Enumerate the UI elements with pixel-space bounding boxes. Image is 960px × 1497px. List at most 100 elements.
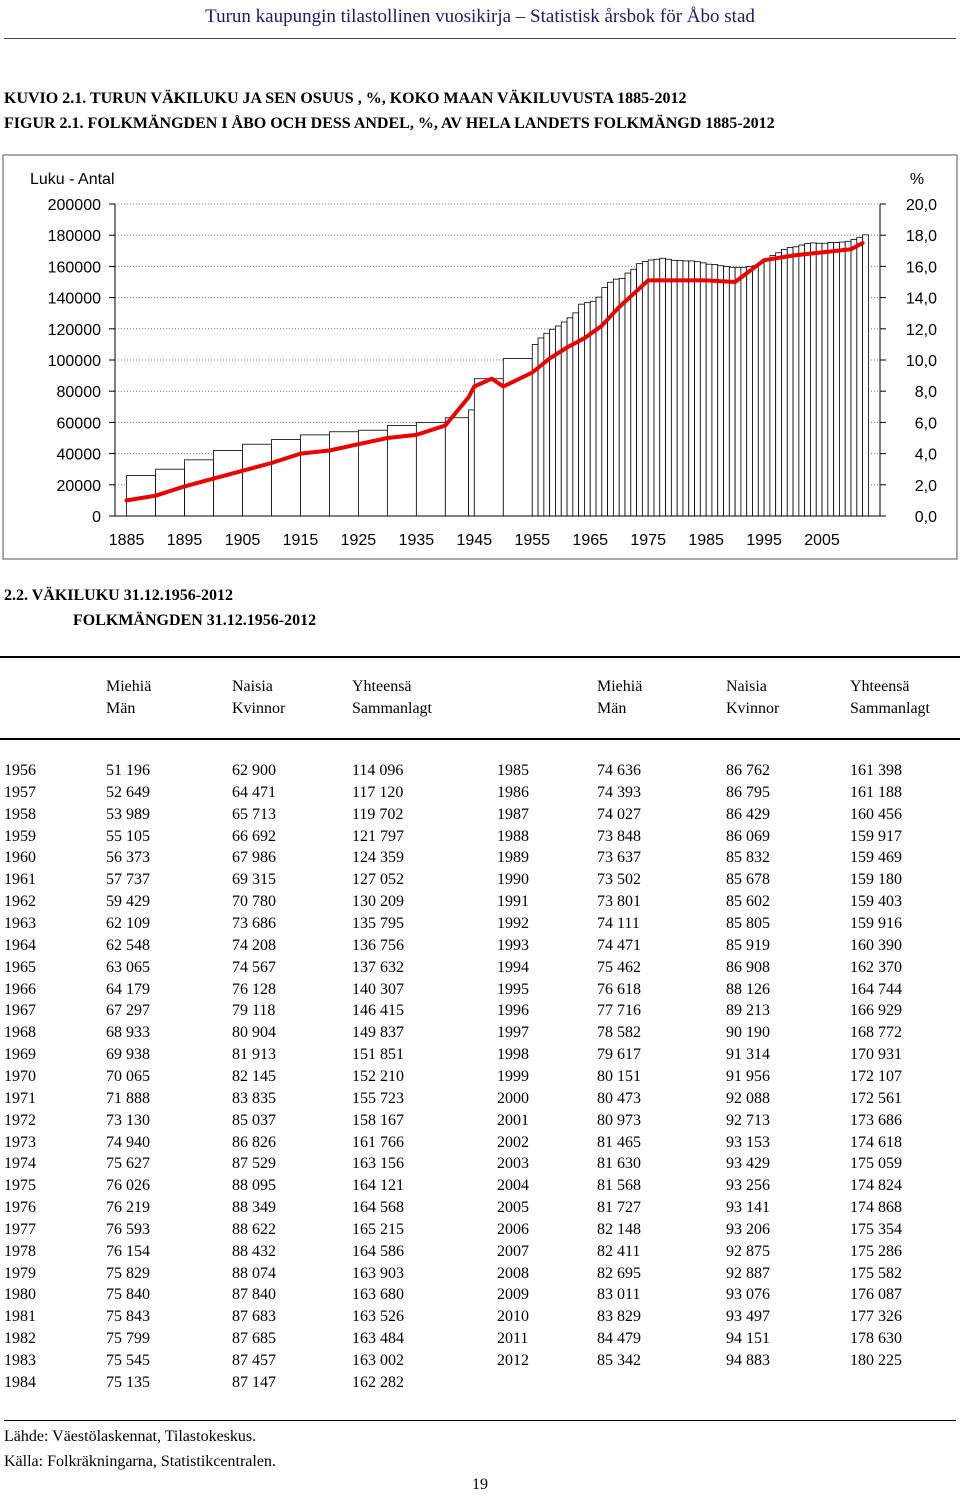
- population-bar: [723, 266, 730, 517]
- value-cell-left: 140 307: [352, 980, 404, 998]
- value-cell-right: 159 469: [850, 849, 902, 867]
- year-cell-left: 1979: [4, 1264, 36, 1282]
- value-cell-left: 87 147: [232, 1373, 276, 1391]
- value-cell-right: 74 111: [597, 915, 640, 932]
- value-cell-right: 175 582: [850, 1264, 902, 1282]
- population-bar: [827, 242, 835, 517]
- value-cell-right: 82 411: [597, 1242, 641, 1260]
- value-cell-left: 162 282: [352, 1373, 404, 1391]
- value-cell-left: 68 933: [106, 1024, 150, 1042]
- x-tick-label: 1965: [572, 532, 608, 549]
- right-tick-label: 8,0: [915, 384, 937, 401]
- left-tick-label: 40000: [57, 447, 102, 464]
- value-cell-right: 81 465: [597, 1133, 641, 1151]
- value-cell-right: 93 256: [726, 1177, 770, 1195]
- year-cell-right: 1995: [497, 980, 529, 998]
- year-cell-right: 1999: [497, 1067, 529, 1085]
- value-cell-left: 130 209: [352, 893, 404, 911]
- value-cell-right: 168 772: [850, 1024, 902, 1042]
- column-header-sv: Kvinnor: [726, 700, 780, 717]
- population-bar: [386, 425, 417, 517]
- value-cell-left: 163 484: [352, 1330, 404, 1348]
- year-cell-right: 1987: [497, 805, 529, 823]
- left-tick-label: 100000: [48, 353, 101, 370]
- x-tick-label: 1975: [630, 532, 666, 549]
- table-title-sv: FOLKMÄNGDEN 31.12.1956-2012: [73, 612, 317, 629]
- population-bar: [647, 259, 655, 517]
- value-cell-left: 75 840: [106, 1286, 150, 1304]
- value-cell-right: 93 206: [726, 1220, 770, 1238]
- value-cell-right: 85 919: [726, 936, 770, 954]
- value-cell-right: 161 398: [850, 762, 902, 779]
- left-tick-label: 120000: [48, 322, 101, 339]
- value-cell-right: 162 370: [850, 958, 902, 976]
- year-cell-left: 1962: [4, 893, 36, 911]
- value-cell-left: 70 780: [232, 893, 276, 911]
- population-bar: [659, 257, 666, 517]
- value-cell-left: 114 096: [352, 762, 404, 779]
- value-cell-right: 90 190: [726, 1024, 770, 1042]
- value-cell-right: 74 636: [597, 762, 641, 779]
- table-top-rule: [0, 656, 960, 658]
- value-cell-right: 86 429: [726, 805, 770, 823]
- population-bar: [810, 242, 817, 517]
- left-tick-label: 160000: [48, 259, 101, 276]
- population-bar: [856, 236, 864, 517]
- year-cell-right: 1985: [497, 762, 529, 779]
- value-cell-left: 117 120: [352, 783, 404, 801]
- population-bar: [740, 266, 748, 517]
- column-header-fi: Naisia: [232, 678, 273, 695]
- x-tick-label: 1885: [109, 532, 145, 549]
- population-bar: [798, 244, 806, 517]
- population-bar: [781, 248, 788, 517]
- value-cell-left: 119 702: [352, 805, 404, 823]
- value-cell-left: 86 826: [232, 1133, 276, 1151]
- right-tick-label: 16,0: [906, 259, 937, 276]
- value-cell-right: 73 848: [597, 827, 641, 845]
- year-cell-right: 1993: [497, 936, 529, 954]
- value-cell-left: 56 373: [106, 849, 150, 867]
- population-bar: [618, 278, 626, 517]
- value-cell-right: 176 087: [850, 1286, 902, 1304]
- value-cell-right: 159 916: [850, 915, 902, 932]
- year-cell-left: 1956: [4, 762, 36, 779]
- value-cell-left: 164 121: [352, 1177, 404, 1195]
- year-cell-right: 1994: [497, 958, 529, 976]
- population-bar: [734, 267, 742, 517]
- value-cell-left: 75 799: [106, 1330, 150, 1348]
- column-header-sv: Kvinnor: [232, 700, 286, 717]
- value-cell-left: 73 686: [232, 915, 276, 932]
- population-bar: [699, 262, 707, 517]
- population-bar: [653, 258, 661, 517]
- x-tick-label: 1915: [283, 532, 319, 549]
- value-cell-left: 165 215: [352, 1220, 404, 1238]
- year-cell-right: 1992: [497, 915, 529, 932]
- population-bar: [641, 261, 649, 517]
- value-cell-left: 88 095: [232, 1177, 276, 1195]
- population-bar: [300, 434, 330, 517]
- population-chart: Luku - Antal % 2000001800001600001400001…: [2, 154, 958, 560]
- right-tick-label: 6,0: [915, 415, 937, 432]
- x-tick-labels: 1885 1895 1905 1915 1925 1935 1945 1955 1965 1975…: [109, 532, 840, 549]
- population-bar: [786, 247, 794, 517]
- population-bar: [502, 358, 533, 517]
- value-cell-right: 175 354: [850, 1220, 902, 1238]
- left-tick-label: 20000: [57, 478, 102, 495]
- population-bar: [839, 241, 846, 517]
- year-cell-left: 1968: [4, 1024, 36, 1042]
- year-cell-left: 1978: [4, 1242, 36, 1260]
- population-bar: [624, 272, 632, 517]
- left-tick-label: 0: [92, 509, 101, 526]
- population-bar: [763, 258, 771, 517]
- value-cell-right: 85 678: [726, 871, 770, 889]
- population-bar: [444, 417, 469, 517]
- value-cell-right: 80 973: [597, 1111, 641, 1129]
- right-tick-label: 4,0: [915, 447, 937, 464]
- value-cell-left: 88 074: [232, 1264, 276, 1282]
- value-cell-right: 92 887: [726, 1264, 770, 1282]
- value-cell-left: 64 471: [232, 783, 276, 801]
- column-header-sv: Sammanlagt: [850, 700, 930, 717]
- value-cell-left: 76 128: [232, 980, 276, 998]
- table-header-rule: [0, 738, 960, 740]
- value-cell-left: 146 415: [352, 1002, 404, 1020]
